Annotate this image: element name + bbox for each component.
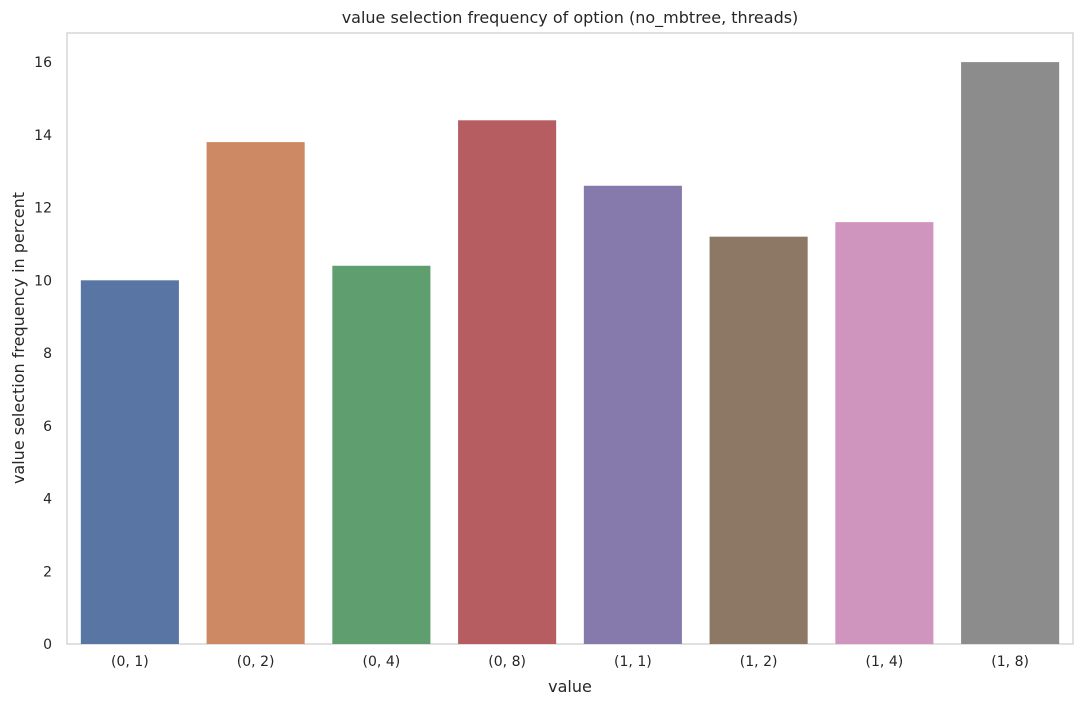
y-tick-label: 10 [34, 273, 52, 289]
bar-1 [206, 142, 305, 645]
x-tick-label: (0, 1) [111, 654, 149, 670]
y-tick-label: 4 [43, 492, 52, 508]
bar-6 [835, 222, 934, 644]
x-tick-label: (0, 2) [237, 654, 275, 670]
x-tick-label: (1, 4) [866, 654, 904, 670]
x-tick-label: (0, 8) [488, 654, 526, 670]
y-tick-label: 14 [34, 128, 52, 144]
chart-title: value selection frequency of option (no_… [342, 8, 799, 28]
bar-0 [80, 280, 179, 644]
x-tick-label: (0, 4) [363, 654, 401, 670]
bar-2 [332, 265, 431, 644]
bar-5 [709, 236, 808, 645]
x-tick-label: (1, 2) [740, 654, 778, 670]
x-axis-label: value [548, 677, 592, 696]
bar-4 [583, 185, 682, 644]
x-tick-label: (1, 1) [614, 654, 652, 670]
y-axis-label: value selection frequency in percent [9, 192, 28, 484]
y-tick-label: 2 [43, 564, 52, 580]
y-tick-label: 12 [34, 201, 52, 217]
bar-3 [458, 120, 557, 645]
x-tick-label: (1, 8) [991, 654, 1029, 670]
y-tick-label: 16 [34, 55, 52, 71]
bar-7 [961, 62, 1060, 645]
bars-group [80, 62, 1060, 645]
y-tick-label: 6 [43, 419, 52, 435]
x-tick-labels: (0, 1) (0, 2) (0, 4) (0, 8) (1, 1) (1, 2) (1, … [111, 654, 1029, 670]
y-tick-label: 8 [43, 346, 52, 362]
y-tick-labels: 0 2 4 6 8 10 12 14 16 [34, 55, 52, 653]
y-tick-label: 0 [43, 637, 52, 653]
